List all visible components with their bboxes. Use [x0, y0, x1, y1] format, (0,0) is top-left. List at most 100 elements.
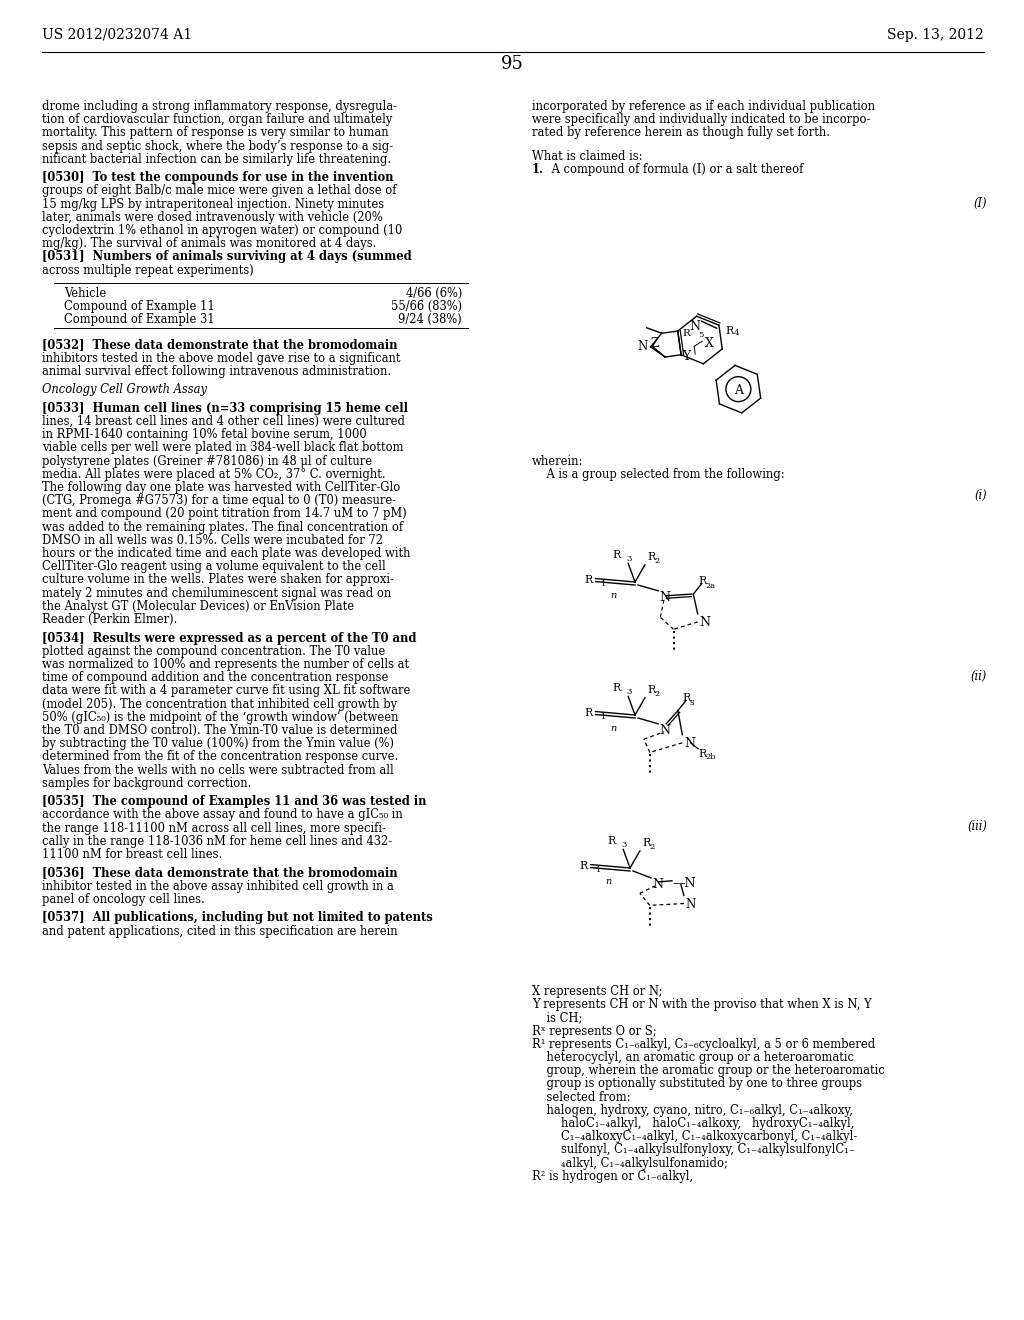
Text: (iii): (iii)	[967, 820, 987, 833]
Text: is CH;: is CH;	[532, 1011, 583, 1024]
Text: plotted against the compound concentration. The T0 value: plotted against the compound concentrati…	[42, 644, 385, 657]
Text: (model 205). The concentration that inhibited cell growth by: (model 205). The concentration that inhi…	[42, 697, 397, 710]
Text: mg/kg). The survival of animals was monitored at 4 days.: mg/kg). The survival of animals was moni…	[42, 238, 377, 251]
Text: sulfonyl, C₁₋₄alkylsulfonyloxy, C₁₋₄alkylsulfonylC₁₋: sulfonyl, C₁₋₄alkylsulfonyloxy, C₁₋₄alky…	[532, 1143, 855, 1156]
Text: R: R	[726, 326, 734, 337]
Text: R: R	[682, 329, 690, 338]
Text: [0535]  The compound of Examples 11 and 36 was tested in: [0535] The compound of Examples 11 and 3…	[42, 795, 427, 808]
Text: Y represents CH or N with the proviso that when X is N, Y: Y represents CH or N with the proviso th…	[532, 998, 871, 1011]
Text: R: R	[607, 837, 615, 846]
Text: R: R	[698, 576, 707, 586]
Text: the Analyst GT (Molecular Devices) or EnVision Plate: the Analyst GT (Molecular Devices) or En…	[42, 599, 354, 612]
Text: inhibitor tested in the above assay inhibited cell growth in a: inhibitor tested in the above assay inhi…	[42, 879, 394, 892]
Text: mately 2 minutes and chemiluminescent signal was read on: mately 2 minutes and chemiluminescent si…	[42, 586, 391, 599]
Text: N: N	[659, 723, 670, 737]
Text: 50% (gIC₅₀) is the midpoint of the ‘growth window’ (between: 50% (gIC₅₀) is the midpoint of the ‘grow…	[42, 710, 398, 723]
Text: selected from:: selected from:	[532, 1090, 631, 1104]
Text: mortality. This pattern of response is very similar to human: mortality. This pattern of response is v…	[42, 127, 389, 140]
Text: X represents CH or N;: X represents CH or N;	[532, 985, 663, 998]
Text: polystyrene plates (Greiner #781086) in 48 μl of culture: polystyrene plates (Greiner #781086) in …	[42, 454, 372, 467]
Text: s: s	[690, 697, 694, 706]
Text: 9/24 (38%): 9/24 (38%)	[398, 313, 462, 326]
Text: R: R	[683, 693, 691, 702]
Text: N: N	[699, 616, 711, 628]
Text: R: R	[643, 838, 651, 847]
Text: n: n	[610, 723, 616, 733]
Text: (I): (I)	[974, 197, 987, 210]
Text: data were fit with a 4 parameter curve fit using XL fit software: data were fit with a 4 parameter curve f…	[42, 684, 411, 697]
Text: R² is hydrogen or C₁₋₆alkyl,: R² is hydrogen or C₁₋₆alkyl,	[532, 1170, 693, 1183]
Text: 55/66 (83%): 55/66 (83%)	[391, 300, 462, 313]
Text: Compound of Example 11: Compound of Example 11	[63, 300, 215, 313]
Text: [0536]  These data demonstrate that the bromodomain: [0536] These data demonstrate that the b…	[42, 866, 397, 879]
Text: 1.: 1.	[532, 164, 544, 177]
Text: rated by reference herein as though fully set forth.: rated by reference herein as though full…	[532, 127, 830, 140]
Text: ment and compound (20 point titration from 14.7 uM to 7 pM): ment and compound (20 point titration fr…	[42, 507, 407, 520]
Text: was normalized to 100% and represents the number of cells at: was normalized to 100% and represents th…	[42, 657, 410, 671]
Text: time of compound addition and the concentration response: time of compound addition and the concen…	[42, 671, 388, 684]
Text: [0537]  All publications, including but not limited to patents: [0537] All publications, including but n…	[42, 911, 433, 924]
Text: R: R	[580, 861, 588, 871]
Text: the T0 and DMSO control). The Ymin-T0 value is determined: the T0 and DMSO control). The Ymin-T0 va…	[42, 723, 397, 737]
Text: X: X	[706, 337, 714, 350]
Text: N: N	[637, 341, 647, 354]
Text: determined from the fit of the concentration response curve.: determined from the fit of the concentra…	[42, 750, 398, 763]
Text: Compound of Example 31: Compound of Example 31	[63, 313, 215, 326]
Text: samples for background correction.: samples for background correction.	[42, 776, 251, 789]
Text: 2b: 2b	[706, 752, 716, 760]
Text: 5: 5	[698, 331, 703, 339]
Text: 1: 1	[596, 866, 601, 874]
Text: Sep. 13, 2012: Sep. 13, 2012	[887, 28, 984, 42]
Text: incorporated by reference as if each individual publication: incorporated by reference as if each ind…	[532, 100, 876, 114]
Text: viable cells per well were plated in 384-well black flat bottom: viable cells per well were plated in 384…	[42, 441, 403, 454]
Text: were specifically and individually indicated to be incorpo-: were specifically and individually indic…	[532, 114, 870, 127]
Text: drome including a strong inflammatory response, dysregula-: drome including a strong inflammatory re…	[42, 100, 397, 114]
Text: inhibitors tested in the above model gave rise to a significant: inhibitors tested in the above model gav…	[42, 351, 400, 364]
Text: wherein:: wherein:	[532, 455, 584, 469]
Text: 3: 3	[622, 841, 627, 849]
Text: A compound of formula (I) or a salt thereof: A compound of formula (I) or a salt ther…	[548, 164, 804, 177]
Text: N: N	[686, 898, 696, 911]
Text: R¹ represents C₁₋₆alkyl, C₃₋₆cycloalkyl, a 5 or 6 membered: R¹ represents C₁₋₆alkyl, C₃₋₆cycloalkyl,…	[532, 1038, 876, 1051]
Text: [0533]  Human cell lines (n=33 comprising 15 heme cell: [0533] Human cell lines (n=33 comprising…	[42, 401, 408, 414]
Text: N: N	[684, 737, 695, 750]
Text: 11100 nM for breast cell lines.: 11100 nM for breast cell lines.	[42, 847, 222, 861]
Text: n: n	[605, 876, 611, 886]
Text: [0531]  Numbers of animals surviving at 4 days (summed: [0531] Numbers of animals surviving at 4…	[42, 251, 412, 264]
Text: R: R	[612, 550, 621, 561]
Text: animal survival effect following intravenous administration.: animal survival effect following intrave…	[42, 364, 391, 378]
Text: was added to the remaining plates. The final concentration of: was added to the remaining plates. The f…	[42, 520, 403, 533]
Text: group is optionally substituted by one to three groups: group is optionally substituted by one t…	[532, 1077, 862, 1090]
Text: 4: 4	[733, 329, 739, 337]
Text: N: N	[652, 878, 663, 891]
Text: Z: Z	[650, 338, 658, 350]
Text: 1: 1	[600, 579, 606, 587]
Text: R: R	[698, 748, 707, 759]
Text: 95: 95	[501, 55, 523, 73]
Text: R: R	[585, 708, 593, 718]
Text: hours or the indicated time and each plate was developed with: hours or the indicated time and each pla…	[42, 546, 411, 560]
Text: US 2012/0232074 A1: US 2012/0232074 A1	[42, 28, 193, 42]
Text: in RPMI-1640 containing 10% fetal bovine serum, 1000: in RPMI-1640 containing 10% fetal bovine…	[42, 428, 367, 441]
Text: group, wherein the aromatic group or the heteroaromatic: group, wherein the aromatic group or the…	[532, 1064, 885, 1077]
Text: C₁₋₄alkoxyC₁₋₄alkyl, C₁₋₄alkoxycarbonyl, C₁₋₄alkyl-: C₁₋₄alkoxyC₁₋₄alkyl, C₁₋₄alkoxycarbonyl,…	[532, 1130, 857, 1143]
Text: (ii): (ii)	[971, 671, 987, 682]
Text: cally in the range 118-1036 nM for heme cell lines and 432-: cally in the range 118-1036 nM for heme …	[42, 834, 392, 847]
Text: R: R	[648, 685, 656, 694]
Text: groups of eight Balb/c male mice were given a lethal dose of: groups of eight Balb/c male mice were gi…	[42, 185, 396, 198]
Text: [0534]  Results were expressed as a percent of the T0 and: [0534] Results were expressed as a perce…	[42, 631, 417, 644]
Text: Rˣ represents O or S;: Rˣ represents O or S;	[532, 1024, 656, 1038]
Text: accordance with the above assay and found to have a gIC₅₀ in: accordance with the above assay and foun…	[42, 808, 402, 821]
Text: heterocyclyl, an aromatic group or a heteroaromatic: heterocyclyl, an aromatic group or a het…	[532, 1051, 854, 1064]
Text: Vehicle: Vehicle	[63, 286, 106, 300]
Text: DMSO in all wells was 0.15%. Cells were incubated for 72: DMSO in all wells was 0.15%. Cells were …	[42, 533, 383, 546]
Text: 2: 2	[655, 557, 660, 565]
Text: A: A	[734, 384, 742, 396]
Text: (CTG, Promega #G7573) for a time equal to 0 (T0) measure-: (CTG, Promega #G7573) for a time equal t…	[42, 494, 396, 507]
Text: Reader (Perkin Elmer).: Reader (Perkin Elmer).	[42, 612, 177, 626]
Text: R: R	[612, 684, 621, 693]
Text: 15 mg/kg LPS by intraperitoneal injection. Ninety minutes: 15 mg/kg LPS by intraperitoneal injectio…	[42, 198, 384, 211]
Text: 1: 1	[600, 713, 606, 721]
Text: across multiple repeat experiments): across multiple repeat experiments)	[42, 264, 254, 277]
Text: lines, 14 breast cell lines and 4 other cell lines) were cultured: lines, 14 breast cell lines and 4 other …	[42, 414, 406, 428]
